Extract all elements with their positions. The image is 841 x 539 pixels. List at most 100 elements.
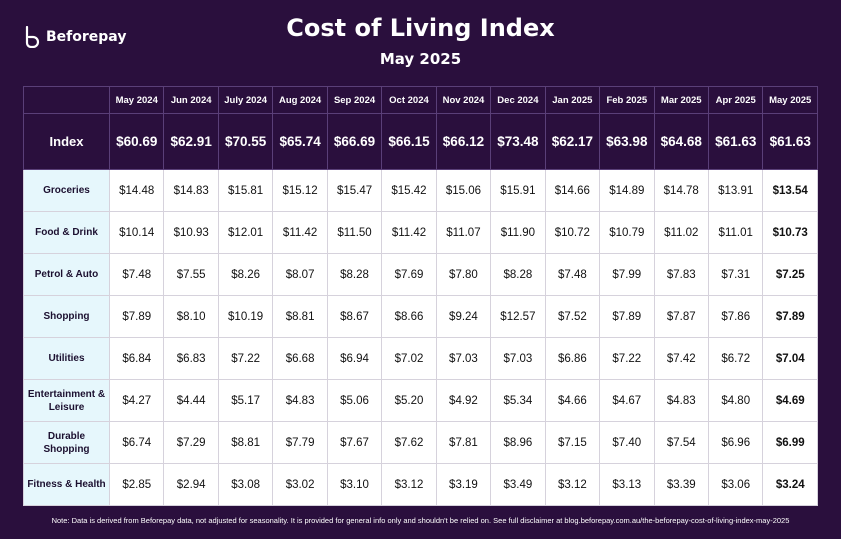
category-row: Shopping $7.89 $8.10 $10.19 $8.81 $8.67 $8.66 $…: [23, 295, 818, 338]
category-value: $4.83: [653, 379, 709, 422]
category-row: Utilities $6.84 $6.83 $7.22 $6.68 $6.94 $7.02 $…: [23, 337, 818, 380]
category-value: $10.73: [762, 211, 818, 254]
category-value: $2.85: [108, 463, 165, 506]
category-row: Groceries $14.48 $14.83 $15.81 $15.12 $15.47 $…: [23, 169, 818, 212]
category-value: $3.49: [490, 463, 546, 506]
category-value: $15.12: [272, 169, 328, 212]
category-value: $12.57: [490, 295, 546, 338]
category-value: $7.03: [435, 337, 492, 380]
category-value: $7.25: [762, 253, 818, 296]
category-value: $4.80: [707, 379, 764, 422]
category-value: $6.94: [326, 337, 383, 380]
category-value: $6.83: [163, 337, 219, 380]
category-value: $15.81: [217, 169, 274, 212]
category-value: $7.86: [707, 295, 764, 338]
month-header: May 2024: [108, 86, 165, 114]
month-header: July 2024: [217, 86, 274, 114]
category-value: $8.67: [326, 295, 383, 338]
category-row: Fitness & Health $2.85 $2.94 $3.08 $3.02 $3.1…: [23, 463, 818, 506]
month-header: Nov 2024: [435, 86, 492, 114]
brand-logo: Beforepay: [24, 26, 126, 48]
category-value: $2.94: [163, 463, 219, 506]
category-value: $10.79: [599, 211, 655, 254]
category-value: $11.01: [707, 211, 764, 254]
month-header: May 2025: [762, 86, 818, 114]
month-header: Sep 2024: [326, 86, 383, 114]
category-value: $11.42: [272, 211, 328, 254]
category-value: $11.50: [326, 211, 383, 254]
category-label: Fitness & Health: [23, 463, 110, 506]
index-value: $63.98: [599, 113, 655, 170]
category-value: $8.96: [490, 421, 546, 464]
category-value: $8.07: [272, 253, 328, 296]
category-value: $3.39: [653, 463, 709, 506]
category-label: Durable Shopping: [23, 421, 110, 464]
category-value: $11.42: [381, 211, 437, 254]
category-label: Food & Drink: [23, 211, 110, 254]
category-value: $7.48: [544, 253, 601, 296]
month-header-row: May 2024 Jun 2024 July 2024 Aug 2024 Sep 202…: [23, 86, 818, 114]
category-value: $7.80: [435, 253, 492, 296]
index-value: $64.68: [653, 113, 709, 170]
category-value: $11.02: [653, 211, 709, 254]
category-value: $15.47: [326, 169, 383, 212]
category-value: $7.54: [653, 421, 709, 464]
category-value: $6.99: [762, 421, 818, 464]
category-value: $14.83: [163, 169, 219, 212]
category-value: $5.20: [381, 379, 437, 422]
category-value: $6.68: [272, 337, 328, 380]
category-value: $7.52: [544, 295, 601, 338]
category-value: $3.10: [326, 463, 383, 506]
category-value: $7.89: [599, 295, 655, 338]
category-label: Entertainment & Leisure: [23, 379, 110, 422]
category-value: $7.99: [599, 253, 655, 296]
category-value: $7.31: [707, 253, 764, 296]
category-value: $7.89: [108, 295, 165, 338]
category-value: $6.86: [544, 337, 601, 380]
category-row: Food & Drink $10.14 $10.93 $12.01 $11.42 $11.…: [23, 211, 818, 254]
category-value: $7.81: [435, 421, 492, 464]
category-value: $7.15: [544, 421, 601, 464]
brand-name: Beforepay: [46, 29, 127, 45]
month-header: Jan 2025: [544, 86, 601, 114]
category-value: $8.28: [490, 253, 546, 296]
corner-cell: [23, 86, 110, 114]
category-value: $8.81: [217, 421, 274, 464]
category-value: $7.03: [490, 337, 546, 380]
category-value: $3.24: [762, 463, 818, 506]
category-value: $3.06: [707, 463, 764, 506]
category-value: $6.72: [707, 337, 764, 380]
category-value: $7.02: [381, 337, 437, 380]
category-value: $5.34: [490, 379, 546, 422]
category-value: $14.66: [544, 169, 601, 212]
category-value: $6.84: [108, 337, 165, 380]
beforepay-logo-icon: [25, 26, 40, 48]
category-value: $4.67: [599, 379, 655, 422]
category-value: $8.26: [217, 253, 274, 296]
category-value: $13.91: [707, 169, 764, 212]
category-value: $6.96: [707, 421, 764, 464]
category-value: $10.19: [217, 295, 274, 338]
category-label: Shopping: [23, 295, 110, 338]
category-row: Entertainment & Leisure $4.27 $4.44 $5.17 $4…: [23, 379, 818, 422]
month-header: Dec 2024: [490, 86, 546, 114]
category-value: $7.87: [653, 295, 709, 338]
index-value: $70.55: [217, 113, 274, 170]
category-value: $14.78: [653, 169, 709, 212]
index-value: $61.63: [762, 113, 818, 170]
page-title: Cost of Living Index: [286, 14, 555, 42]
category-value: $7.22: [599, 337, 655, 380]
index-value: $66.12: [435, 113, 492, 170]
month-header: Apr 2025: [707, 86, 764, 114]
category-value: $10.14: [108, 211, 165, 254]
index-value: $73.48: [490, 113, 546, 170]
page-subtitle: May 2025: [379, 50, 462, 68]
category-value: $11.07: [435, 211, 492, 254]
category-value: $7.04: [762, 337, 818, 380]
category-value: $7.89: [762, 295, 818, 338]
category-value: $12.01: [217, 211, 274, 254]
category-value: $4.66: [544, 379, 601, 422]
category-value: $15.91: [490, 169, 546, 212]
category-value: $6.74: [108, 421, 165, 464]
category-label: Utilities: [23, 337, 110, 380]
